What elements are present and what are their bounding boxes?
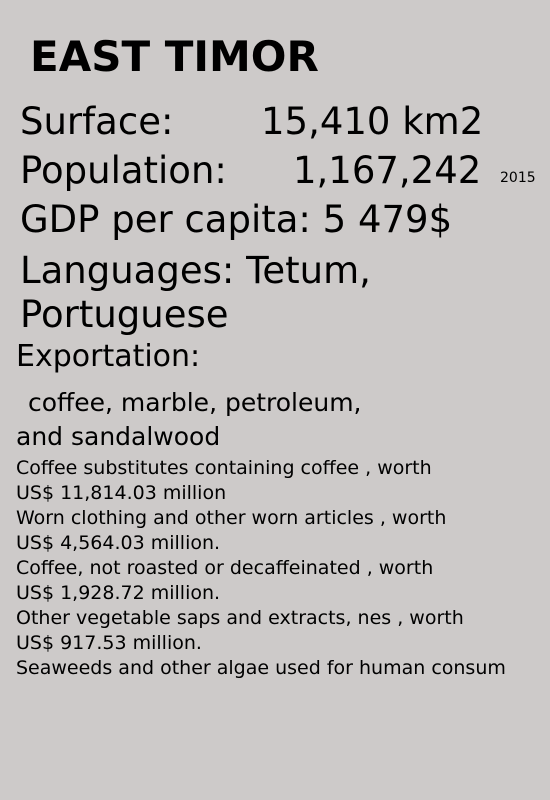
export-goods-line-2: and sandalwood	[16, 422, 221, 451]
population-year: 2015	[500, 170, 536, 186]
gdp-per-capita: GDP per capita: 5 479$	[20, 198, 453, 241]
export-item-line: Other vegetable saps and extracts, nes ,…	[16, 607, 464, 629]
export-item-line: US$ 1,928.72 million.	[16, 582, 221, 604]
languages-line-1: Languages: Tetum,	[20, 249, 371, 292]
export-item-line: Coffee, not roasted or decaffeinated , w…	[16, 557, 434, 579]
export-item-line: Coffee substitutes containing coffee , w…	[16, 457, 432, 479]
export-item-line: US$ 4,564.03 million.	[16, 532, 221, 554]
population-label: Population:	[20, 149, 227, 192]
page-title: EAST TIMOR	[30, 32, 319, 81]
surface-value: 15,410 km2	[261, 100, 484, 143]
exportation-heading: Exportation:	[16, 339, 201, 374]
export-item-line: Worn clothing and other worn articles , …	[16, 507, 447, 529]
languages-line-2: Portuguese	[20, 293, 229, 336]
export-item-line: US$ 917.53 million.	[16, 632, 202, 654]
surface-label: Surface:	[20, 100, 174, 143]
population-value: 1,167,242	[293, 149, 482, 192]
export-items-list: Coffee substitutes containing coffee , w…	[16, 456, 550, 681]
export-goods-line-1: coffee, marble, petroleum,	[28, 388, 362, 417]
export-item-line: Seaweeds and other algae used for human …	[16, 657, 506, 679]
export-item-line: US$ 11,814.03 million	[16, 482, 227, 504]
